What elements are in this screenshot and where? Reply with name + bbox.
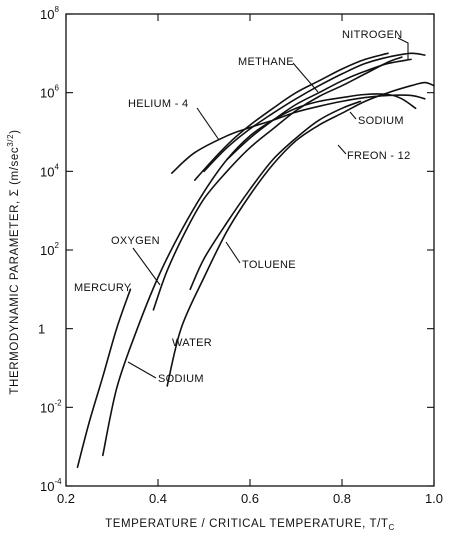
label-methane: METHANE [238, 56, 294, 68]
leader-line [337, 144, 347, 155]
label-oxygen: OXYGEN [111, 235, 160, 247]
y-tick-label: 108 [40, 5, 59, 22]
series-line-oxygen [152, 56, 403, 311]
series-line-nitrogen [203, 52, 426, 173]
label-leaders [127, 37, 409, 379]
series-line-freon-12 [226, 58, 412, 161]
x-tick-label: 0.6 [241, 491, 259, 506]
leader-line [349, 111, 357, 120]
y-tick-label: 102 [40, 241, 59, 258]
label-helium-4: HELIUM - 4 [128, 98, 188, 110]
curves [76, 52, 435, 468]
label-sodium: SODIUM [158, 373, 204, 385]
series-line-helium-4 [171, 94, 426, 174]
x-tick-label: 1.0 [425, 491, 443, 506]
series-line-methane [194, 52, 389, 181]
label-mercury: MERCURY [74, 282, 132, 294]
axis-ticks: 0.2 0.4 0.6 0.8 1.0 10-4 10-2 1 102 104 106 108 [38, 5, 443, 506]
label-toluene: TOLUENE [242, 259, 296, 271]
leader-line [127, 361, 157, 379]
leader-line [397, 37, 409, 60]
series-line-toluene [189, 100, 362, 291]
label-nitrogen: NITROGEN [342, 29, 402, 41]
leader-line [225, 241, 241, 264]
label-freon-12: FREON - 12 [347, 150, 411, 162]
x-tick-label: 0.4 [149, 491, 167, 506]
label-water: WATER [172, 337, 212, 349]
label-sodium: SODIUM [358, 115, 404, 127]
y-tick-label: 1 [38, 322, 45, 337]
series-line-sodium [102, 93, 417, 457]
x-tick-label: 0.2 [57, 491, 75, 506]
leader-line [132, 247, 161, 286]
y-tick-label: 10-4 [40, 477, 62, 494]
y-tick-label: 104 [40, 162, 59, 179]
x-tick-label: 0.8 [333, 491, 351, 506]
y-tick-label: 106 [40, 84, 59, 101]
series-line-mercury [76, 288, 132, 468]
y-tick-label: 10-2 [40, 398, 62, 415]
plot-frame [65, 13, 435, 487]
series-line-water [166, 81, 435, 387]
y-axis-label: THERMODYNAMIC PARAMETER, Σ (m/sec3/2) [6, 129, 21, 394]
leader-line [196, 107, 220, 141]
leader-line [292, 62, 319, 93]
curve-labels: MERCURY SODIUM SODIUM OXYGEN WATER TOLUENE HEL… [74, 29, 411, 385]
x-axis-label: TEMPERATURE / CRITICAL TEMPERATURE, T/TC [105, 518, 395, 532]
